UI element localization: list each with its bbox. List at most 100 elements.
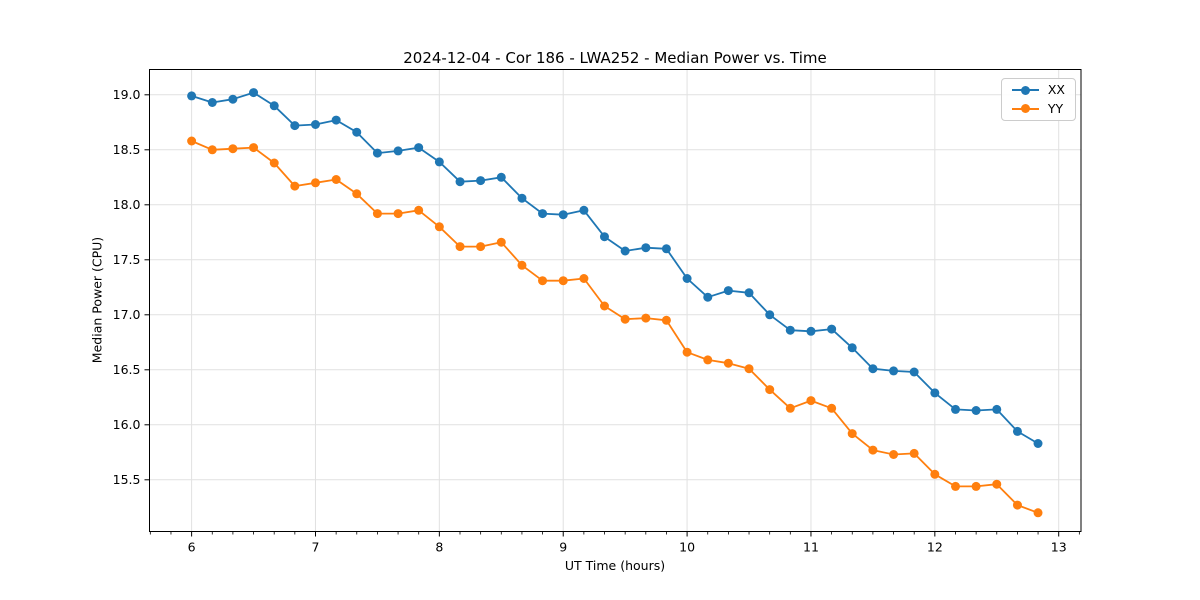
x-tick-label: 12 — [927, 540, 943, 555]
data-point-yy — [393, 209, 403, 219]
data-point-yy — [847, 429, 857, 439]
data-point-yy — [909, 448, 919, 458]
data-point-xx — [558, 210, 568, 220]
y-tick-label: 17.0 — [113, 307, 141, 322]
data-point-yy — [476, 242, 486, 252]
data-point-yy — [971, 481, 981, 491]
data-point-yy — [599, 301, 609, 311]
data-point-xx — [930, 388, 940, 398]
data-point-yy — [538, 276, 548, 286]
data-point-yy — [228, 144, 238, 154]
legend-line-dot-icon — [1011, 85, 1039, 95]
data-point-xx — [620, 246, 630, 256]
data-point-xx — [455, 177, 465, 187]
data-point-xx — [187, 91, 197, 101]
data-point-xx — [538, 209, 548, 219]
data-point-yy — [414, 205, 424, 215]
data-point-yy — [517, 260, 527, 270]
legend-dot-icon — [1020, 104, 1030, 114]
data-point-xx — [868, 364, 878, 374]
x-tick-label: 10 — [679, 540, 695, 555]
data-point-yy — [331, 175, 341, 184]
data-point-xx — [847, 343, 857, 353]
data-point-yy — [579, 274, 589, 283]
data-point-xx — [661, 244, 671, 254]
data-point-yy — [207, 145, 217, 155]
data-point-yy — [290, 181, 300, 191]
data-point-xx — [744, 288, 754, 298]
data-point-xx — [889, 366, 899, 376]
data-point-xx — [971, 406, 981, 415]
legend-label-xx: XX — [1047, 82, 1065, 97]
data-point-xx — [476, 176, 486, 186]
data-point-yy — [930, 469, 940, 479]
x-tick-label: 13 — [1051, 540, 1067, 555]
data-point-xx — [393, 146, 403, 156]
data-point-xx — [765, 310, 775, 320]
data-point-yy — [620, 314, 630, 324]
data-point-xx — [785, 325, 795, 335]
series-line-xx — [191, 91, 1039, 445]
y-axis-label: Median Power (CPU) — [89, 236, 105, 364]
data-point-yy — [558, 276, 568, 286]
data-point-xx — [579, 205, 589, 215]
data-point-xx — [599, 232, 609, 242]
data-point-xx — [517, 193, 527, 203]
data-point-xx — [434, 157, 444, 167]
data-point-yy — [1033, 508, 1043, 518]
data-point-xx — [641, 243, 651, 253]
legend-label-yy: YY — [1047, 100, 1064, 116]
legend-line-dot-icon — [1011, 104, 1039, 114]
data-point-yy — [455, 242, 465, 252]
legend: XX YY — [1000, 78, 1076, 121]
data-point-xx — [331, 115, 341, 125]
legend-dot-icon — [1020, 85, 1030, 95]
legend-entry-yy: YY — [1011, 100, 1065, 116]
y-tick-label: 16.5 — [113, 362, 141, 377]
data-point-xx — [249, 88, 259, 98]
x-tick-label: 8 — [435, 540, 443, 555]
y-tick-label: 18.0 — [113, 197, 141, 212]
data-point-yy — [703, 355, 713, 365]
x-axis-label: UT Time (hours) — [564, 558, 666, 573]
data-point-yy — [269, 158, 279, 168]
y-tick-label: 18.5 — [113, 142, 141, 157]
data-point-yy — [372, 209, 382, 219]
data-point-xx — [951, 404, 961, 414]
data-point-yy — [744, 364, 754, 374]
data-point-yy — [1012, 500, 1022, 510]
data-point-xx — [352, 127, 362, 137]
data-point-yy — [992, 479, 1002, 489]
data-point-yy — [661, 315, 671, 325]
data-point-yy — [951, 481, 961, 491]
data-point-xx — [723, 286, 733, 296]
data-point-xx — [682, 274, 692, 283]
data-point-yy — [723, 358, 733, 368]
data-point-xx — [372, 148, 382, 158]
data-point-yy — [187, 136, 197, 146]
data-point-xx — [414, 143, 424, 153]
legend-entry-xx: XX — [1011, 82, 1065, 97]
data-point-yy — [434, 222, 444, 232]
data-point-xx — [496, 172, 506, 182]
data-point-xx — [806, 326, 816, 336]
chart-title: 2024-12-04 - Cor 186 - LWA252 - Median P… — [403, 49, 827, 67]
data-point-yy — [827, 403, 837, 413]
x-tick-label: 7 — [312, 540, 320, 555]
data-point-xx — [992, 404, 1002, 414]
series-line-yy — [191, 140, 1039, 514]
x-tick-label: 9 — [559, 540, 567, 555]
data-point-xx — [207, 98, 217, 107]
data-point-yy — [641, 313, 651, 323]
data-point-yy — [765, 385, 775, 395]
data-point-xx — [1012, 426, 1022, 436]
x-tick-label: 6 — [188, 540, 196, 555]
data-point-xx — [1033, 439, 1043, 448]
data-point-yy — [310, 178, 320, 188]
y-tick-label: 19.0 — [113, 87, 141, 102]
data-point-xx — [909, 367, 919, 377]
data-point-yy — [806, 396, 816, 406]
data-point-xx — [269, 101, 279, 111]
